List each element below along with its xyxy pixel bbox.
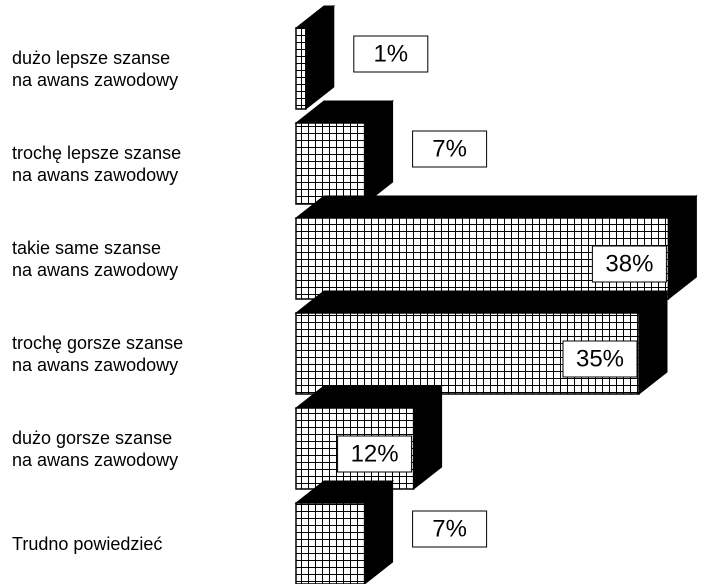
bar-face xyxy=(295,502,366,584)
bar-face xyxy=(294,290,669,314)
bar xyxy=(294,194,698,301)
value-label-box xyxy=(591,245,667,283)
value-label: 7% xyxy=(432,515,467,542)
value-label: 12% xyxy=(351,440,399,467)
category-label: trochę lepsze szanse na awans zawodowy xyxy=(12,142,182,185)
value-label: 38% xyxy=(605,250,653,277)
bar xyxy=(294,479,395,584)
bar xyxy=(294,4,336,111)
value-label-box xyxy=(337,435,413,473)
bar-face xyxy=(295,122,366,205)
value-label-box xyxy=(412,130,488,168)
value-label-box xyxy=(353,35,429,73)
value-label: 1% xyxy=(373,40,408,67)
category-label: dużo gorsze szanse na awans zawodowy xyxy=(12,427,179,470)
bar xyxy=(294,99,395,206)
value-label-box xyxy=(412,510,488,548)
value-label: 7% xyxy=(432,135,467,162)
category-label: takie same szanse na awans zawodowy xyxy=(12,237,179,280)
value-label-box xyxy=(562,340,638,378)
category-label: trochę gorsze szanse na awans zawodowy xyxy=(12,332,184,375)
bar-face xyxy=(295,27,307,110)
category-label: dużo lepsze szanse na awans zawodowy xyxy=(12,47,179,90)
bar-face xyxy=(294,195,698,219)
category-label: Trudno powiedzieć xyxy=(12,533,163,554)
value-label: 35% xyxy=(576,345,624,372)
